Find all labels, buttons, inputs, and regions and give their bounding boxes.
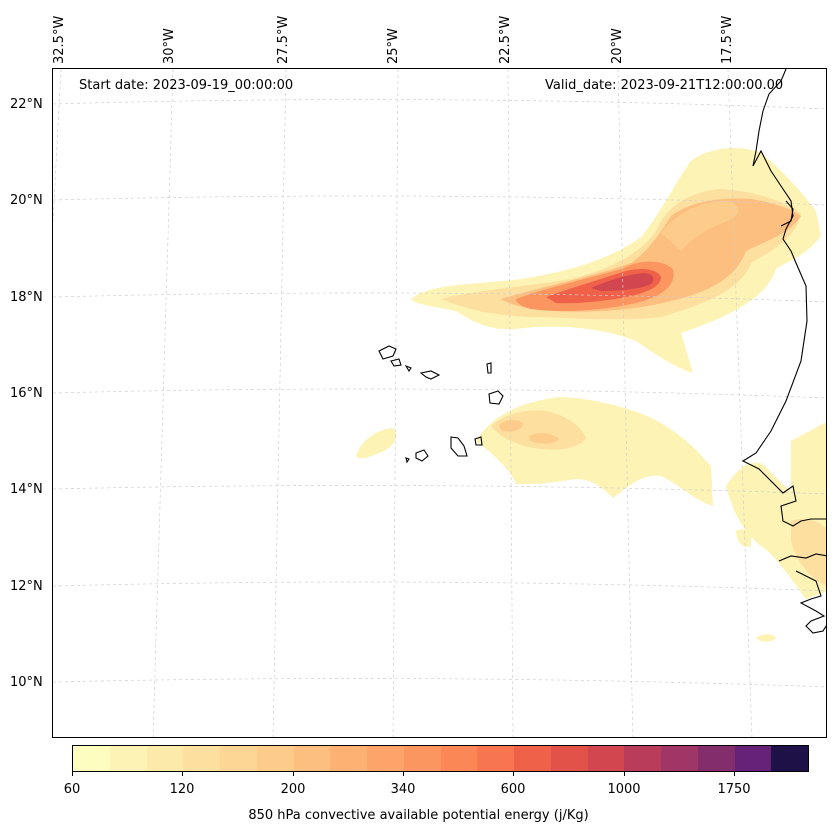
lon-label-27-5w: 27.5°W	[276, 15, 291, 64]
island-brava	[405, 457, 410, 464]
colorbar-segment-480	[514, 746, 551, 771]
colorbar-segment-280	[403, 746, 441, 771]
cape-region-north-60	[411, 147, 821, 373]
colorbar-label-600: 600	[500, 782, 526, 797]
colorbar-label-60: 60	[63, 782, 81, 797]
gridline-lat-22n	[53, 99, 826, 110]
island-boa-vista	[488, 390, 504, 405]
colorbar-label-120: 120	[169, 782, 195, 797]
gridline-lon-17-5w	[727, 69, 753, 737]
map-canvas	[53, 69, 826, 737]
colorbar-label-200: 200	[280, 782, 306, 797]
cape-region-patch-60b	[736, 529, 752, 547]
gridline-lat-16n	[53, 388, 826, 399]
gridline-lat-18n	[53, 292, 826, 303]
colorbar-title: 850 hPa convective available potential e…	[248, 808, 589, 823]
colorbar-segment-700	[587, 746, 625, 771]
gridline-lon-20w	[617, 69, 634, 737]
colorbar-segment-340	[440, 746, 478, 771]
colorbar-segment-180	[293, 746, 331, 771]
coastlines	[741, 69, 826, 634]
lon-label-30w: 30°W	[162, 28, 177, 64]
cape-region-south-140b	[529, 433, 559, 444]
cape-field	[356, 147, 826, 642]
lat-label-14n: 14°N	[10, 482, 43, 497]
graticule	[53, 69, 826, 737]
island-santo-antao	[378, 345, 397, 360]
lat-label-16n: 16°N	[10, 386, 43, 401]
coastline-gambia	[778, 553, 826, 562]
colorbar-tick-200	[293, 772, 294, 776]
colorbar-segment-1450	[734, 746, 772, 771]
island-santiago	[450, 436, 468, 457]
colorbar-segment-1750	[771, 746, 808, 771]
cape-region-patch-60	[756, 634, 776, 642]
lat-label-20n: 20°N	[10, 193, 43, 208]
island-sal	[486, 362, 492, 374]
coastline-mauritania-detail	[780, 200, 794, 227]
cape-region-ridge-140	[661, 201, 739, 251]
lat-label-18n: 18°N	[10, 290, 43, 305]
coastline-guinea-bissau	[795, 570, 826, 634]
lon-label-17-5w: 17.5°W	[720, 15, 735, 64]
gridline-lon-27-5w	[272, 69, 287, 737]
map-panel	[52, 68, 827, 738]
valid-date-annotation: Valid_date: 2023-09-21T12:00:00.00	[545, 78, 784, 93]
lat-label-12n: 12°N	[10, 579, 43, 594]
cape-region-north-600	[591, 273, 654, 291]
cape-region-coast-100	[791, 519, 826, 586]
gridline-lat-10n	[53, 678, 826, 688]
colorbar-tick-1750	[734, 772, 735, 776]
colorbar-segment-120	[183, 746, 220, 771]
gridline-lat-14n	[53, 485, 826, 495]
colorbar-segment-100	[146, 746, 184, 771]
gridline-lon-22-5w	[507, 69, 514, 737]
colorbar-segment-1200	[697, 746, 735, 771]
gridline-lat-12n	[53, 581, 826, 592]
colorbar-segment-60	[73, 746, 110, 771]
lon-label-20w: 20°W	[610, 28, 625, 64]
lon-label-25w: 25°W	[386, 28, 401, 64]
gridline-lon-25w	[392, 69, 399, 737]
colorbar-label-1750: 1750	[717, 782, 751, 797]
colorbar-label-1000: 1000	[607, 782, 641, 797]
colorbar-segment-160	[256, 746, 294, 771]
colorbar-segment-80	[109, 746, 147, 771]
island-sao-vicente	[390, 358, 402, 367]
colorbar-segment-140	[220, 746, 257, 771]
colorbar-segment-400	[477, 746, 514, 771]
start-date-annotation: Start date: 2023-09-19_00:00:00	[79, 78, 294, 93]
colorbar-segment-850	[624, 746, 661, 771]
colorbar-segment-1000	[661, 746, 698, 771]
island-maio	[474, 436, 483, 446]
colorbar-tick-340	[403, 772, 404, 776]
island-santa-luzia	[404, 364, 412, 373]
colorbar-tick-1000	[624, 772, 625, 776]
cape-verde-islands	[378, 345, 504, 464]
island-fogo	[415, 449, 429, 462]
coastline-west-africa	[741, 69, 826, 527]
lat-label-22n: 22°N	[10, 97, 43, 112]
colorbar-segment-600	[550, 746, 588, 771]
cape-region-west-60	[356, 428, 397, 459]
lat-label-10n: 10°N	[10, 675, 43, 690]
colorbar-tick-60	[72, 772, 73, 776]
colorbar-label-340: 340	[390, 782, 416, 797]
colorbar-tick-120	[182, 772, 183, 776]
gridline-lat-20n	[53, 195, 826, 206]
colorbar-tick-600	[513, 772, 514, 776]
lon-label-32-5w: 32.5°W	[52, 15, 67, 64]
gridline-lon-32-5w	[53, 69, 62, 222]
colorbar	[72, 745, 809, 772]
colorbar-segment-200	[330, 746, 367, 771]
colorbar-segment-240	[367, 746, 404, 771]
island-sao-nicolau	[419, 370, 441, 380]
lon-label-22-5w: 22.5°W	[498, 15, 513, 64]
gridline-lon-30w	[152, 69, 174, 737]
